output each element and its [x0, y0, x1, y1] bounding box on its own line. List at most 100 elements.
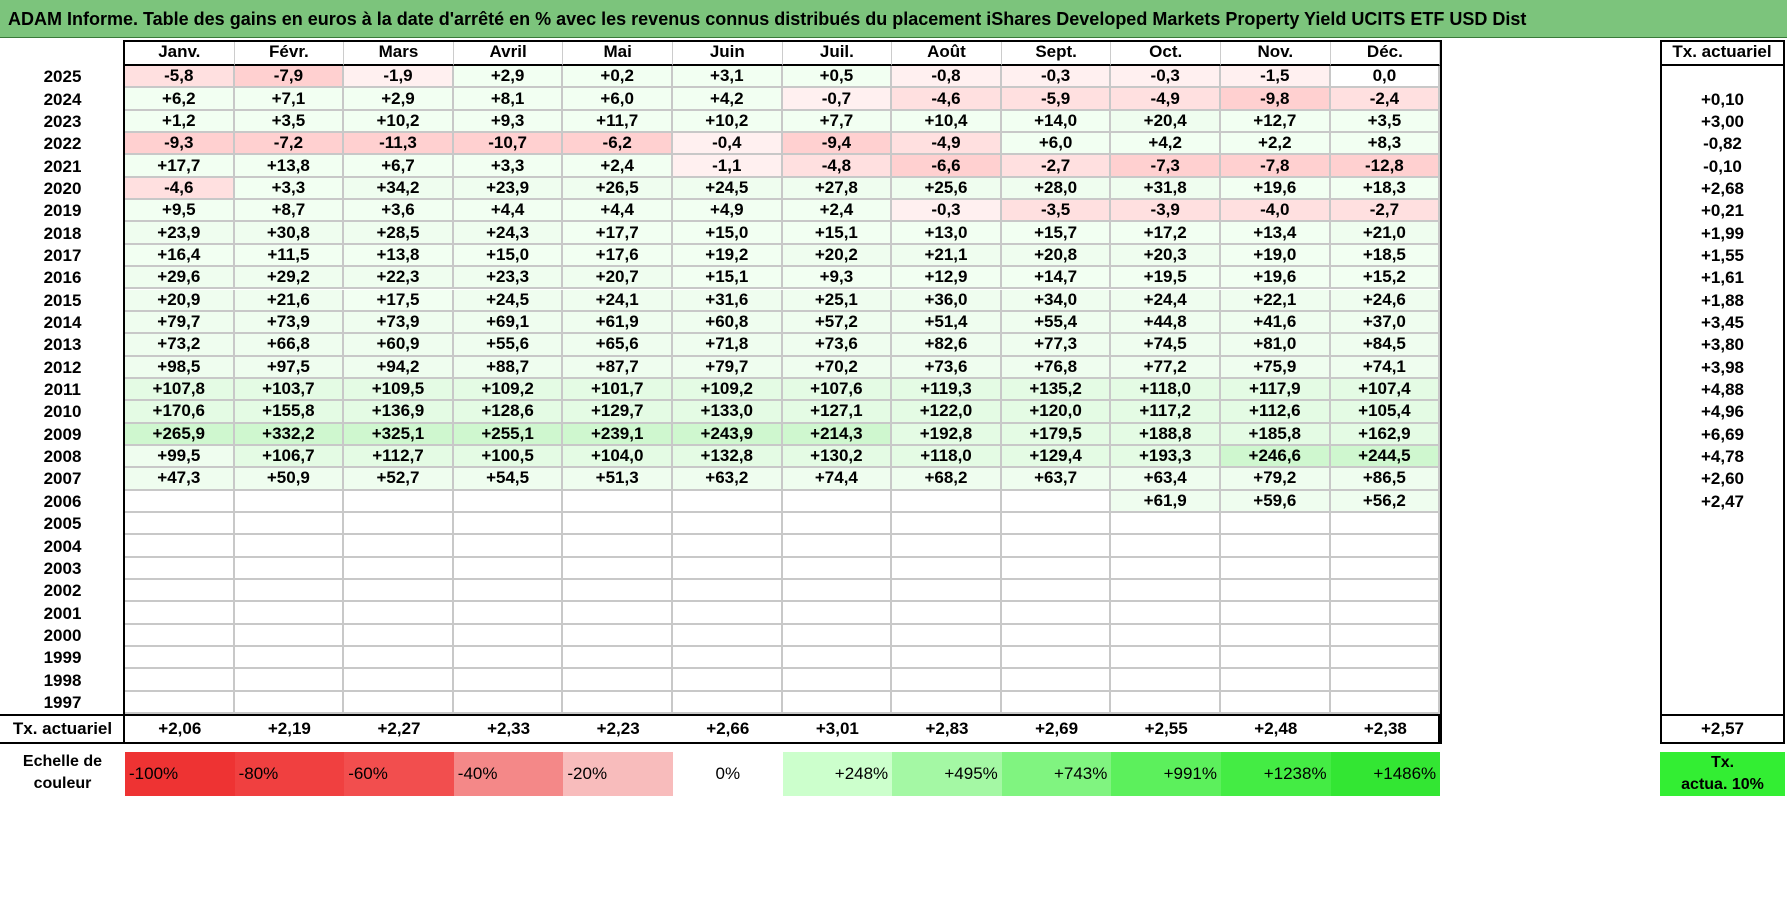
year-label: 2000 [43, 625, 82, 645]
year-label: 2003 [43, 558, 82, 578]
table-cell: +22,1 [1221, 289, 1331, 312]
table-cell: +6,7 [344, 155, 454, 178]
table-cell [892, 490, 1002, 513]
table-cell: +13,8 [234, 155, 345, 178]
table-cell: -7,2 [234, 133, 345, 156]
table-cell: +15,7 [1001, 222, 1112, 245]
table-cell [453, 647, 564, 670]
table-cell: +60,9 [344, 334, 454, 357]
table-cell: +24,3 [453, 222, 564, 245]
month-header: Déc. [1330, 40, 1441, 66]
table-cell: +73,9 [234, 311, 345, 335]
table-cell [1221, 535, 1331, 558]
table-cell: +21,0 [1330, 222, 1441, 245]
table-cell [1111, 602, 1221, 625]
table-cell [673, 490, 783, 513]
scale-label-line1: Echelle de [22, 753, 103, 771]
table-cell: +107,6 [782, 378, 893, 402]
table-cell [563, 535, 673, 558]
table-cell: +55,6 [453, 334, 564, 357]
table-cell: +99,5 [125, 445, 235, 469]
footer-rate: +2,57 [1700, 719, 1744, 739]
year-label: 2010 [43, 402, 82, 422]
table-cell: -0,3 [1001, 66, 1112, 89]
table-cell: 0,0 [1330, 66, 1441, 89]
table-cell: +28,0 [1001, 177, 1112, 201]
table-cell [234, 691, 345, 715]
table-cell: +14,0 [1001, 110, 1112, 134]
scale-step: +991% [1111, 752, 1221, 797]
table-cell: +74,1 [1330, 356, 1441, 379]
table-cell [563, 490, 673, 513]
year-label: 2022 [43, 134, 82, 154]
table-cell: +79,7 [673, 356, 783, 379]
table-cell: +11,7 [563, 110, 673, 134]
year-label: 2018 [43, 223, 82, 243]
table-cell: -2,7 [1330, 200, 1441, 223]
table-cell: +109,5 [344, 378, 454, 402]
table-cell [673, 624, 783, 648]
footer-cell: +2,06 [158, 719, 202, 739]
table-cell: +20,4 [1111, 110, 1221, 134]
table-cell: -9,4 [782, 133, 893, 156]
table-cell: +21,1 [892, 244, 1002, 268]
year-label: 2016 [43, 268, 82, 288]
table-cell: +24,6 [1330, 289, 1441, 312]
table-cell [1111, 691, 1221, 715]
table-cell: +135,2 [1001, 378, 1112, 402]
table-cell: +82,6 [892, 334, 1002, 357]
table-cell: -4,9 [1111, 88, 1221, 111]
table-cell [563, 602, 673, 625]
table-cell: +31,6 [673, 289, 783, 312]
table-cell: +2,2 [1221, 133, 1331, 156]
table-cell [125, 669, 235, 692]
scale-step: 0% [673, 752, 783, 797]
table-cell: +15,0 [453, 244, 564, 268]
table-cell: +69,1 [453, 311, 564, 335]
footer-cell: +2,33 [487, 719, 531, 739]
table-cell [892, 580, 1002, 603]
table-cell: +12,7 [1221, 110, 1331, 134]
table-cell: +0,5 [782, 66, 893, 89]
rate-cell [1660, 66, 1785, 88]
table-cell: -0,8 [892, 66, 1002, 89]
table-cell [673, 669, 783, 692]
table-cell [892, 535, 1002, 558]
rate-cell [1660, 513, 1785, 535]
footer-cell: +2,83 [925, 719, 969, 739]
year-label: 2019 [43, 201, 82, 221]
scale-step: -100% [125, 752, 235, 797]
rate-cell: +1,55 [1700, 245, 1744, 265]
year-label: 2012 [43, 357, 82, 377]
table-cell: +6,0 [1001, 133, 1112, 156]
table-cell: +4,2 [1111, 133, 1221, 156]
table-cell: +65,6 [563, 334, 673, 357]
table-cell: +188,8 [1111, 423, 1221, 446]
table-cell [344, 624, 454, 648]
table-cell: +74,4 [782, 468, 893, 491]
table-cell [453, 624, 564, 648]
table-cell: +73,6 [892, 356, 1002, 379]
table-cell: -4,0 [1221, 200, 1331, 223]
footer-cell: +2,69 [1035, 719, 1079, 739]
year-label: 2017 [43, 245, 82, 265]
table-cell [782, 624, 893, 648]
table-cell [125, 580, 235, 603]
table-cell [892, 602, 1002, 625]
table-cell [563, 691, 673, 715]
table-cell: +2,9 [344, 88, 454, 111]
table-cell [125, 647, 235, 670]
table-cell: +74,5 [1111, 334, 1221, 357]
rate-cell [1660, 669, 1785, 691]
table-cell: +23,9 [125, 222, 235, 245]
table-cell [563, 669, 673, 692]
table-cell [1221, 513, 1331, 536]
year-label: 2001 [43, 603, 82, 623]
table-cell: +106,7 [234, 445, 345, 469]
table-cell: +59,6 [1221, 490, 1331, 513]
month-header: Mai [563, 40, 673, 66]
table-cell [563, 647, 673, 670]
table-cell: +193,3 [1111, 445, 1221, 469]
table-cell [344, 557, 454, 581]
footer-cell: +2,27 [377, 719, 421, 739]
